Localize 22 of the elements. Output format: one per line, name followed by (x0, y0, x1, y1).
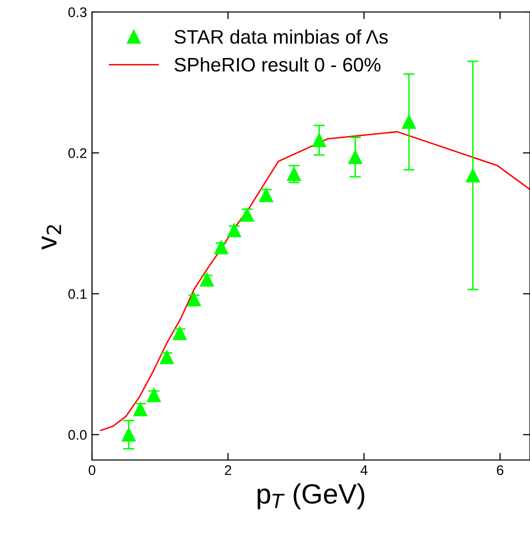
line-series (100, 131, 530, 432)
point (402, 114, 416, 129)
point (348, 150, 362, 164)
x-axis-title: p$_{T}$ (GeV) (258, 483, 364, 510)
x-tick-label: 0 (88, 465, 96, 476)
y-axis-title: v$_{2}$ (42, 225, 62, 250)
point (466, 168, 480, 182)
x-tick-label: 2 (224, 465, 232, 475)
x-tick-label: 4 (360, 465, 368, 475)
y-tick-label: 0.3 (68, 7, 87, 18)
legend-label: SPheRIO result 0 - 60% (174, 57, 380, 72)
x-tick-label: 6 (496, 465, 504, 476)
y-tick-label: 0.1 (68, 289, 86, 299)
point (240, 208, 254, 222)
point (312, 133, 326, 148)
point (287, 167, 301, 181)
legend-label: STAR data minbias of Λs (174, 30, 388, 44)
point (259, 188, 274, 202)
point (133, 402, 148, 416)
y-tick-label: 0.0 (68, 430, 87, 440)
point (122, 428, 136, 442)
y-tick-label: 0.2 (68, 148, 86, 158)
